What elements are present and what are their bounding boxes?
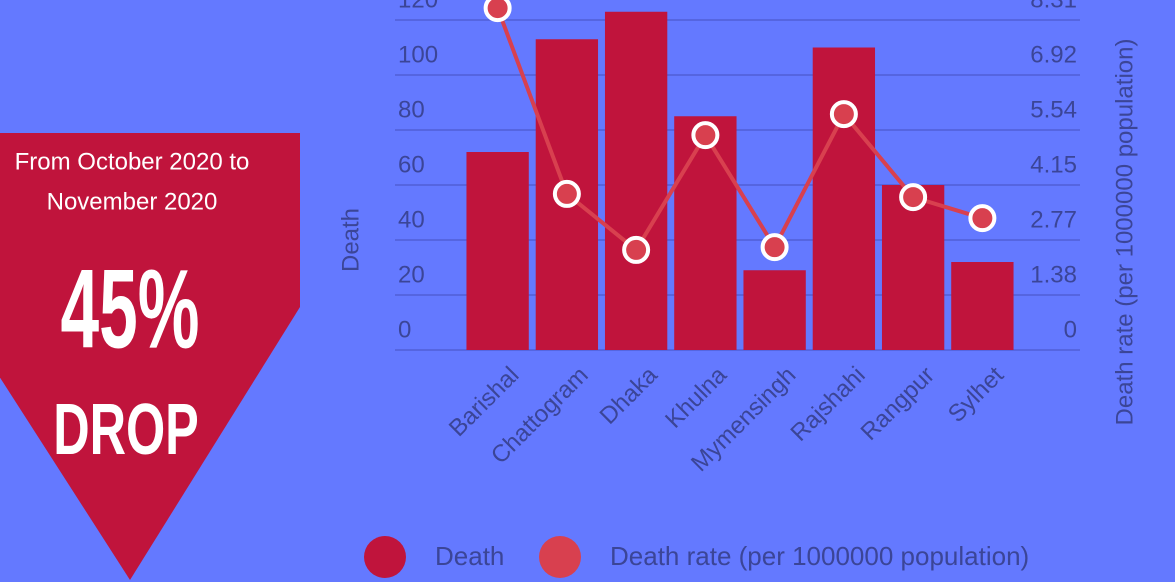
legend-label: Death [435, 541, 504, 571]
callout-line: November 2020 [47, 188, 218, 215]
y2-tick-label: 1.38 [1030, 262, 1077, 289]
legend-swatch [539, 536, 581, 578]
line-marker [552, 179, 581, 208]
y2-axis-label: Death rate (per 1000000 population) [1111, 39, 1138, 426]
y-tick-label: 20 [398, 261, 425, 288]
y-axis-label: Death [337, 208, 364, 272]
line-marker [899, 183, 928, 212]
line-marker [968, 204, 997, 233]
y-tick-label: 120 [398, 0, 438, 13]
bar [466, 152, 529, 350]
y-tick-label: 40 [398, 206, 425, 233]
bar [743, 270, 806, 350]
y-tick-label: 100 [398, 41, 438, 68]
x-tick-label: Rangpur [856, 362, 940, 446]
legend-label: Death rate (per 1000000 population) [610, 541, 1029, 571]
line-marker [760, 233, 789, 262]
x-tick-label: Sylhet [943, 361, 1009, 427]
bar [881, 185, 945, 350]
line-marker [829, 100, 858, 129]
x-tick-label: Rajshahi [785, 362, 870, 447]
y-tick-label: 80 [398, 96, 425, 123]
y2-tick-label: 0 [1064, 316, 1077, 343]
callout-figure: 45% [61, 247, 200, 372]
y-tick-label: 0 [398, 316, 411, 343]
x-tick-label: Dhaka [595, 361, 664, 430]
legend-swatch [364, 536, 406, 578]
y-tick-label: 60 [398, 151, 425, 178]
bar [604, 11, 668, 350]
bar [812, 47, 876, 350]
y2-tick-label: 5.54 [1030, 96, 1077, 123]
line-marker [483, 0, 512, 23]
bar [951, 262, 1014, 350]
callout-line: From October 2020 to [15, 148, 250, 175]
y2-tick-label: 6.92 [1030, 42, 1077, 69]
y2-tick-label: 4.15 [1030, 152, 1077, 179]
bar [674, 116, 737, 350]
y2-tick-label: 2.77 [1030, 206, 1077, 233]
line-marker [691, 121, 720, 150]
callout-arrow [0, 133, 300, 580]
callout-word: DROP [53, 390, 199, 470]
line-marker [622, 235, 651, 264]
line [495, 7, 983, 253]
y2-tick-label: 8.31 [1030, 0, 1077, 13]
